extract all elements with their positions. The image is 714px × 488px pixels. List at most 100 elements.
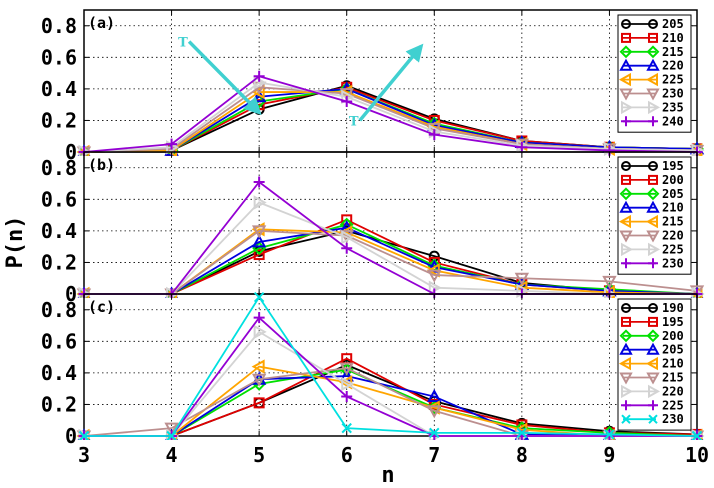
panels: 00.20.40.60.8 (a)TT2052102152202252302352… <box>41 9 709 467</box>
x-tick-label: 8 <box>516 443 528 467</box>
legend-marker-235 <box>648 100 661 115</box>
legend-marker-235 <box>621 100 634 115</box>
data-point-220 <box>427 269 442 283</box>
x-tick-label: 3 <box>78 443 90 467</box>
legend-label-205: 205 <box>662 343 684 357</box>
data-point-225 <box>253 312 265 324</box>
data-point-230 <box>427 122 442 136</box>
data-point-230 <box>166 430 177 440</box>
legend-label-190: 190 <box>662 301 684 315</box>
legend-marker-200 <box>648 174 658 185</box>
data-point-210 <box>251 234 267 248</box>
y-tick-label: 0.2 <box>41 250 77 274</box>
y-tick-label: 0.6 <box>41 329 77 353</box>
legend-marker-230 <box>648 414 658 424</box>
legend-label-210: 210 <box>662 31 684 45</box>
grid <box>84 152 697 294</box>
legend-marker-230 <box>646 88 660 101</box>
series-line-210 <box>84 226 698 295</box>
panel-3: 0 0.2 0.4 0.6 0.8 3 4 5 6 7 8 9 10 (c) 190195200205210… <box>41 291 709 467</box>
legend-marker-210 <box>646 200 660 213</box>
legend-marker-225 <box>645 72 658 87</box>
y-tick-label: 0.8 <box>41 14 77 38</box>
annotations: TT <box>178 36 424 129</box>
legend-marker-205 <box>619 187 633 201</box>
legend-marker-215 <box>645 214 658 229</box>
legend-marker-210 <box>621 32 631 43</box>
data-point-215 <box>251 373 267 387</box>
annotation-label: T <box>178 36 188 51</box>
legend-marker-215 <box>619 372 633 385</box>
legend-marker-210 <box>619 200 633 213</box>
legend-marker-225 <box>621 400 631 411</box>
legend-marker-220 <box>621 384 634 399</box>
legend-marker-195 <box>648 316 658 327</box>
legend-label-200: 200 <box>662 173 684 187</box>
plot-frame <box>83 151 698 295</box>
legend-label-215: 215 <box>662 45 684 59</box>
legend-label-220: 220 <box>662 59 684 73</box>
legend-marker-205 <box>646 187 660 201</box>
y-tick-label: 0 <box>65 282 77 306</box>
series-line-230 <box>84 295 698 437</box>
legend-label-220: 220 <box>662 229 684 243</box>
annotation-arrow <box>187 40 262 116</box>
y-tick-label: 0 <box>65 424 77 448</box>
legend-label-200: 200 <box>662 329 684 343</box>
legend-label-210: 210 <box>662 357 684 371</box>
legend-marker-200 <box>646 329 660 343</box>
legend-label-235: 235 <box>662 100 684 114</box>
data-point-220 <box>341 376 355 392</box>
data-point-225 <box>251 84 265 100</box>
legend-marker-215 <box>646 372 660 385</box>
legend-marker-195 <box>621 316 631 327</box>
legend-marker-230 <box>621 414 631 424</box>
series-group <box>76 176 705 298</box>
data-point-215 <box>427 405 442 419</box>
series-line-205 <box>84 223 698 295</box>
legend-marker-220 <box>619 230 633 243</box>
y-tick-label: 0.8 <box>41 298 77 322</box>
data-point-230 <box>604 429 615 440</box>
legend-marker-215 <box>646 45 660 59</box>
legend-label-205: 205 <box>662 17 684 31</box>
series-group <box>76 291 705 440</box>
legend-marker-220 <box>619 58 633 71</box>
legend-marker-200 <box>619 329 633 343</box>
legend-label-195: 195 <box>662 315 684 329</box>
legend-marker-220 <box>646 58 660 71</box>
y-tick-label: 0.4 <box>41 77 77 101</box>
legend-marker-205 <box>619 342 633 355</box>
data-point-230 <box>341 422 352 434</box>
grid <box>84 294 697 436</box>
shared-axis: P(n) n <box>3 216 395 488</box>
legend-marker-225 <box>618 72 631 87</box>
legend-marker-220 <box>648 384 661 399</box>
series-line-225 <box>84 316 697 437</box>
data-point-240 <box>341 96 353 108</box>
x-tick-label: 9 <box>603 443 615 467</box>
y-tick-label: 0.6 <box>41 187 77 211</box>
panel-1: 00.20.40.60.8 (a)TT2052102152202252302352… <box>41 9 705 164</box>
y-tick-label: 0.2 <box>41 108 77 132</box>
legend-marker-210 <box>648 32 658 43</box>
data-point-225 <box>253 195 267 210</box>
legend-marker-225 <box>648 400 658 411</box>
data-point-230 <box>516 427 528 439</box>
data-point-215 <box>339 362 354 376</box>
x-tick-label: 6 <box>341 443 353 467</box>
plot-frame <box>83 293 698 437</box>
legend-label-230: 230 <box>662 87 684 101</box>
panel-label: (c) <box>88 298 115 316</box>
legend-label-240: 240 <box>662 114 684 128</box>
legend-label-215: 215 <box>662 371 684 385</box>
legend-label-230: 230 <box>662 256 684 270</box>
data-point-230 <box>339 88 354 102</box>
series-line-240 <box>83 75 698 153</box>
y-tick-label: 0.4 <box>41 361 77 385</box>
y-tick-label: 0.4 <box>41 219 77 243</box>
legend-marker-205 <box>621 19 631 29</box>
